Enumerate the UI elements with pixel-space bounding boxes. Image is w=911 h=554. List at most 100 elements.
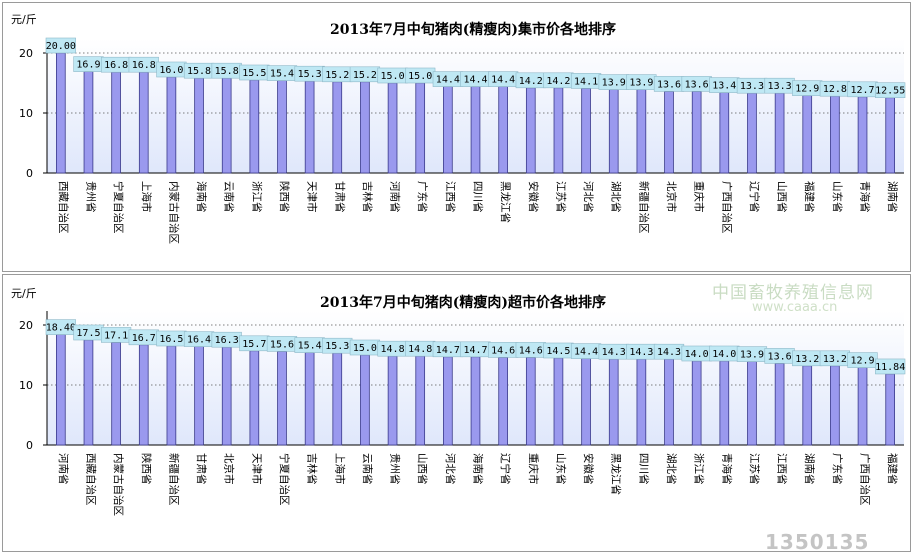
category-label: 安徽省: [527, 181, 540, 213]
category-label: 甘肃省: [195, 453, 208, 485]
category-label: 山东省: [554, 453, 567, 485]
bar: [221, 77, 232, 174]
data-label: 14.1: [574, 76, 598, 87]
data-label: 17.1: [104, 330, 128, 341]
data-label: 14.5: [546, 346, 570, 357]
data-label: 12.9: [850, 356, 874, 367]
bar: [387, 355, 398, 446]
data-label: 13.9: [602, 78, 626, 89]
bar: [857, 367, 868, 446]
data-label: 15.8: [215, 66, 239, 77]
bar: [719, 92, 730, 174]
data-label: 13.6: [768, 351, 792, 362]
bar: [885, 97, 896, 174]
category-label: 海南省: [472, 453, 485, 485]
bar: [443, 356, 453, 446]
data-label: 13.2: [823, 354, 847, 365]
bar: [830, 365, 840, 446]
category-label: 四川省: [637, 453, 650, 485]
y-tick-label: 10: [19, 107, 33, 120]
bar: [166, 76, 177, 174]
bar: [664, 91, 674, 174]
category-label: 山西省: [776, 181, 789, 213]
category-label: 安徽省: [582, 453, 595, 485]
bar: [55, 334, 66, 446]
bar: [138, 71, 149, 174]
data-label: 16.7: [132, 333, 156, 344]
data-label-box: [45, 37, 76, 54]
category-label: 陕西省: [140, 453, 153, 485]
bar: [415, 355, 426, 446]
bar: [138, 344, 149, 446]
data-label: 13.2: [795, 354, 819, 365]
bar: [360, 81, 370, 174]
category-label: 新疆自治区: [167, 453, 180, 506]
bar: [774, 363, 785, 446]
bar: [249, 79, 260, 174]
category-label: 河南省: [57, 453, 70, 485]
data-label: 14.4: [574, 347, 598, 358]
data-label: 15.6: [270, 339, 294, 350]
bar: [802, 365, 813, 446]
data-label: 15.4: [270, 69, 294, 80]
data-label: 15.4: [298, 341, 322, 352]
data-label: 13.9: [629, 78, 653, 89]
bar: [581, 88, 591, 174]
bar: [83, 339, 94, 446]
data-label: 14.4: [491, 75, 515, 86]
category-label: 浙江省: [693, 453, 706, 485]
data-label-box: [875, 358, 906, 375]
category-label: 天津市: [250, 453, 263, 485]
category-label: 甘肃省: [333, 181, 346, 213]
data-label: 17.5: [76, 328, 100, 339]
bar: [111, 71, 121, 174]
supermarket-price-bar-chart: 2013年7月中旬猪肉(精瘦肉)超市价各地排序 元/斤 0 10 20 18.40 河南省 1…: [11, 287, 906, 516]
data-label: 16.5: [159, 334, 183, 345]
category-label: 西藏自治区: [57, 181, 70, 234]
data-label: 16.0: [159, 65, 183, 76]
data-label-box: [875, 82, 906, 98]
bar: [747, 92, 757, 174]
data-label: 12.7: [850, 85, 874, 96]
data-label: 14.8: [381, 344, 405, 355]
data-label: 12.55: [875, 86, 905, 97]
bar: [608, 89, 619, 174]
category-label: 辽宁省: [748, 181, 761, 213]
data-label: 13.3: [768, 81, 792, 92]
category-label: 广东省: [416, 181, 429, 213]
bar: [111, 342, 121, 446]
category-label: 山西省: [416, 453, 429, 485]
data-label: 16.9: [76, 60, 100, 71]
category-label: 宁夏自治区: [112, 181, 125, 234]
bar: [304, 80, 315, 174]
market-price-bar-chart: 2013年7月中旬猪肉(精瘦肉)集市价各地排序 元/斤 0 10 20 20.00 西藏自治…: [11, 13, 906, 244]
category-label: 江苏省: [748, 453, 761, 485]
y-axis-unit-label: 元/斤: [11, 287, 37, 300]
category-label: 河北省: [444, 453, 457, 485]
category-label: 云南省: [223, 181, 236, 213]
data-label: 14.2: [546, 76, 570, 87]
y-tick-label: 10: [19, 379, 33, 392]
data-label: 16.8: [132, 60, 156, 71]
data-label: 14.3: [657, 347, 681, 358]
bar: [249, 350, 260, 446]
category-label: 山东省: [831, 181, 844, 213]
data-label: 15.3: [298, 69, 322, 80]
data-label: 14.2: [519, 76, 543, 87]
data-label: 16.8: [104, 60, 128, 71]
bar: [277, 351, 287, 446]
bar: [277, 80, 287, 174]
category-label: 广东省: [831, 453, 844, 485]
y-tick-label: 20: [19, 319, 33, 332]
bar: [221, 346, 232, 446]
data-label: 18.40: [46, 323, 76, 334]
category-label: 重庆市: [693, 181, 706, 213]
bar: [608, 358, 619, 446]
data-label: 13.4: [712, 81, 736, 92]
category-label: 黑龙江省: [610, 453, 623, 495]
category-label: 江西省: [444, 181, 457, 213]
bar: [387, 82, 398, 174]
data-label: 15.2: [353, 70, 377, 81]
data-label: 12.8: [823, 84, 847, 95]
bar: [553, 357, 564, 446]
